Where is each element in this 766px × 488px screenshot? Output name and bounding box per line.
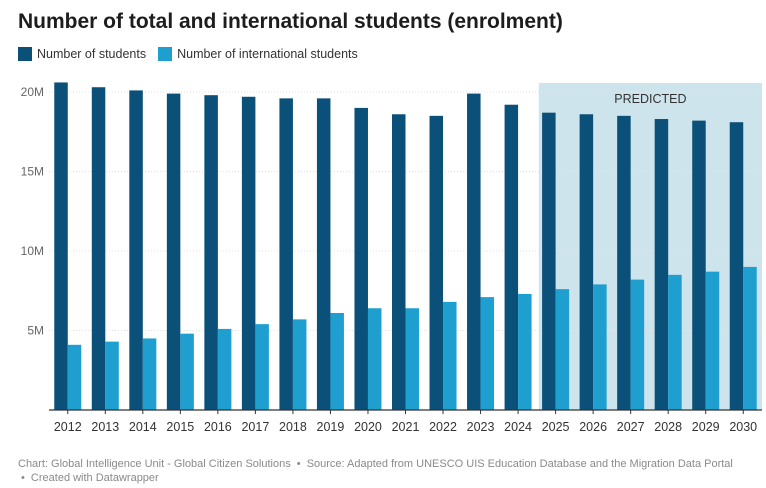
- bar-total-students: [579, 114, 594, 410]
- x-tick-label: 2030: [729, 420, 757, 434]
- bar-international-students: [630, 279, 645, 410]
- bar-international-students: [180, 333, 194, 410]
- x-tick-label: 2029: [692, 420, 720, 434]
- y-tick-label: 10M: [21, 244, 44, 258]
- bar-total-students: [54, 82, 68, 411]
- x-tick-label: 2015: [166, 420, 194, 434]
- legend-swatch-students: [18, 47, 32, 61]
- bar-international-students: [480, 297, 495, 410]
- bar-international-students: [705, 271, 720, 410]
- x-tick-label: 2016: [204, 420, 232, 434]
- x-tick-label: 2024: [504, 420, 532, 434]
- bar-international-students: [555, 289, 570, 410]
- x-tick-label: 2018: [279, 420, 307, 434]
- bar-total-students: [91, 87, 106, 410]
- bar-total-students: [316, 98, 331, 411]
- y-tick-label: 5M: [27, 324, 44, 338]
- legend: Number of students Number of internation…: [18, 47, 370, 61]
- predicted-region: [538, 83, 762, 410]
- legend-item-students: Number of students: [18, 47, 146, 61]
- x-tick-label: 2028: [654, 420, 682, 434]
- bar-total-students: [241, 96, 256, 411]
- bar-international-students: [255, 324, 269, 410]
- source-note: Source: Adapted from UNESCO UIS Educatio…: [306, 458, 733, 470]
- x-tick-label: 2026: [579, 420, 607, 434]
- bar-international-students: [518, 293, 532, 410]
- bar-total-students: [129, 90, 143, 410]
- bar-total-students: [429, 115, 444, 410]
- bar-total-students: [617, 115, 631, 410]
- x-tick-label: 2019: [317, 420, 345, 434]
- bar-international-students: [443, 301, 457, 410]
- legend-label-students: Number of students: [37, 47, 147, 61]
- bar-international-students: [668, 274, 682, 410]
- x-tick-label: 2013: [91, 420, 119, 434]
- bar-international-students: [405, 308, 419, 410]
- bar-total-students: [504, 104, 519, 410]
- bar-total-students: [204, 95, 218, 411]
- bar-total-students: [692, 120, 706, 411]
- x-tick-label: 2017: [241, 420, 269, 434]
- y-tick-label: 15M: [21, 165, 44, 179]
- footer-separator: •: [296, 458, 301, 470]
- x-tick-label: 2014: [129, 420, 157, 434]
- x-tick-label: 2027: [617, 420, 645, 434]
- bar-total-students: [729, 122, 744, 411]
- x-tick-label: 2023: [467, 420, 495, 434]
- predicted-label: PREDICTED: [614, 92, 686, 106]
- x-tick-label: 2022: [429, 420, 457, 434]
- bar-total-students: [654, 119, 669, 410]
- chart-credit: Chart: Global Intelligence Unit - Global…: [18, 458, 291, 470]
- bar-international-students: [105, 341, 119, 410]
- bar-international-students: [142, 338, 157, 410]
- bar-international-students: [330, 313, 344, 410]
- bar-total-students: [279, 98, 293, 411]
- chart-footer: Chart: Global Intelligence Unit - Global…: [18, 457, 763, 485]
- bar-international-students: [593, 284, 607, 410]
- x-tick-label: 2021: [392, 420, 420, 434]
- bar-total-students: [354, 107, 368, 411]
- x-tick-label: 2020: [354, 420, 382, 434]
- legend-label-international: Number of international students: [177, 47, 358, 61]
- bar-international-students: [292, 319, 307, 410]
- bar-international-students: [743, 266, 757, 410]
- created-with-note: Created with Datawrapper: [30, 472, 159, 484]
- legend-swatch-international: [158, 47, 173, 61]
- bar-total-students: [542, 112, 556, 411]
- x-tick-label: 2012: [54, 420, 82, 434]
- bar-chart: PREDICTED 5M 10M 15M 20M 2012 2013 2014 2015 2016…: [21, 82, 762, 434]
- bar-international-students: [217, 328, 232, 410]
- footer-separator: •: [21, 472, 25, 484]
- bar-total-students: [166, 93, 181, 410]
- y-tick-label: 20M: [21, 85, 44, 99]
- bar-international-students: [367, 308, 382, 410]
- chart-title: Number of total and international studen…: [18, 10, 563, 33]
- x-tick-label: 2025: [542, 420, 570, 434]
- bar-international-students: [67, 344, 82, 410]
- bar-total-students: [467, 93, 481, 410]
- legend-item-international: Number of international students: [158, 47, 358, 61]
- bar-total-students: [392, 114, 406, 410]
